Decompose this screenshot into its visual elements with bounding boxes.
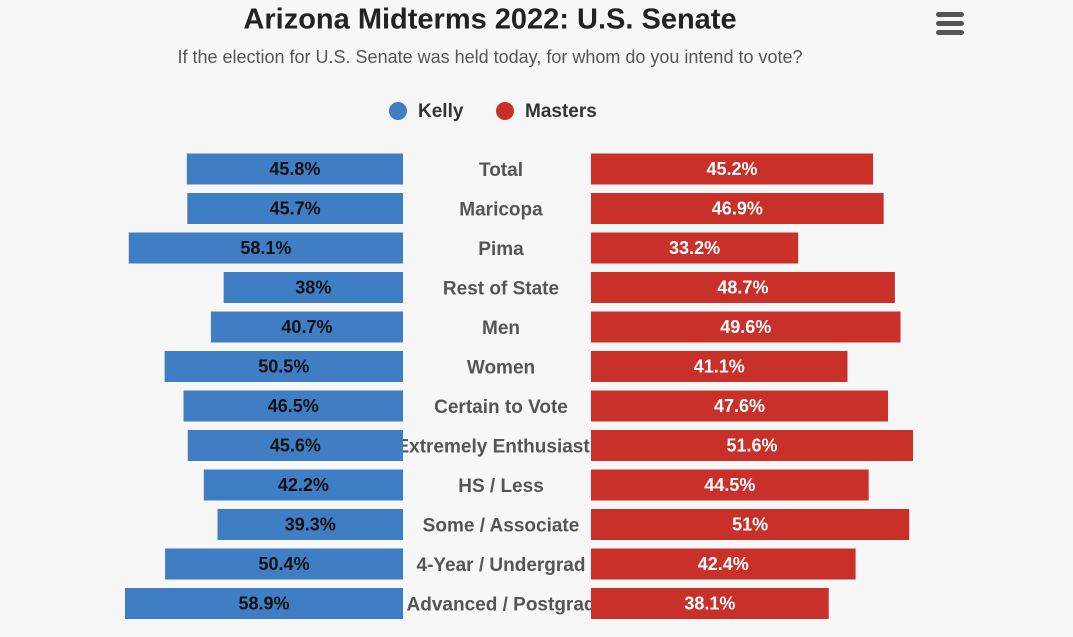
bar bbox=[165, 548, 403, 580]
bar bbox=[124, 588, 403, 619]
category-label: Pima bbox=[478, 239, 524, 260]
data-label: 51.6% bbox=[726, 435, 777, 455]
data-label: 42.2% bbox=[278, 475, 329, 495]
legend-label[interactable]: Kelly bbox=[418, 101, 464, 122]
data-label: 45.6% bbox=[270, 435, 321, 455]
bar bbox=[591, 232, 799, 264]
category-label: Advanced / Postgrad bbox=[407, 595, 596, 616]
bar bbox=[187, 430, 403, 461]
bar bbox=[591, 153, 874, 185]
bar bbox=[591, 548, 856, 580]
bar bbox=[591, 272, 895, 303]
legend-marker[interactable] bbox=[389, 102, 407, 120]
category-label: Rest of State bbox=[443, 279, 559, 300]
bar bbox=[591, 469, 869, 501]
category-label: 4-Year / Undergrad bbox=[417, 555, 586, 576]
category-label: Total bbox=[479, 160, 523, 181]
category-label: Women bbox=[467, 358, 535, 379]
data-label: 46.9% bbox=[712, 198, 763, 218]
chart-title: Arizona Midterms 2022: U.S. Senate bbox=[243, 4, 736, 36]
legend-marker[interactable] bbox=[496, 102, 514, 120]
bar bbox=[591, 193, 884, 224]
data-label: 38% bbox=[295, 277, 331, 297]
data-label: 40.7% bbox=[281, 317, 332, 337]
menu-bar bbox=[936, 12, 964, 17]
bar bbox=[591, 390, 889, 422]
bar bbox=[223, 272, 403, 303]
menu-bar bbox=[936, 30, 964, 35]
menu-button[interactable] bbox=[936, 12, 964, 35]
category-label: HS / Less bbox=[458, 476, 544, 497]
category-label: Some / Associate bbox=[423, 516, 580, 537]
data-label: 42.4% bbox=[698, 554, 749, 574]
chart-subtitle: If the election for U.S. Senate was held… bbox=[177, 47, 802, 67]
data-label: 45.7% bbox=[270, 198, 321, 218]
bar bbox=[186, 153, 403, 185]
data-label: 51% bbox=[732, 514, 768, 534]
data-label: 46.5% bbox=[268, 396, 319, 416]
bar bbox=[591, 351, 848, 382]
data-label: 58.1% bbox=[240, 238, 291, 258]
bar bbox=[591, 588, 829, 619]
legend-label[interactable]: Masters bbox=[525, 101, 597, 122]
data-label: 39.3% bbox=[285, 514, 336, 534]
data-label: 44.5% bbox=[704, 475, 755, 495]
bar bbox=[183, 390, 403, 422]
data-label: 45.2% bbox=[707, 159, 758, 179]
bar bbox=[164, 351, 403, 382]
data-label: 50.5% bbox=[258, 356, 309, 376]
category-label: Certain to Vote bbox=[434, 397, 568, 418]
data-label: 58.9% bbox=[238, 593, 289, 613]
bar bbox=[217, 509, 403, 540]
data-label: 50.4% bbox=[259, 554, 310, 574]
bar bbox=[187, 193, 403, 224]
bar bbox=[591, 430, 913, 461]
bar bbox=[591, 509, 910, 540]
data-label: 48.7% bbox=[717, 277, 768, 297]
data-label: 33.2% bbox=[669, 238, 720, 258]
category-label: Men bbox=[482, 318, 520, 339]
data-label: 49.6% bbox=[720, 317, 771, 337]
menu-bar bbox=[936, 21, 964, 26]
bar bbox=[203, 469, 403, 501]
category-label: Maricopa bbox=[459, 200, 543, 221]
bar bbox=[210, 311, 403, 343]
data-label: 45.8% bbox=[269, 159, 320, 179]
data-label: 41.1% bbox=[694, 356, 745, 376]
category-label: Extremely Enthusiastic bbox=[396, 437, 606, 458]
bar bbox=[128, 232, 403, 264]
data-label: 38.1% bbox=[684, 593, 735, 613]
data-label: 47.6% bbox=[714, 396, 765, 416]
bar bbox=[591, 311, 901, 343]
